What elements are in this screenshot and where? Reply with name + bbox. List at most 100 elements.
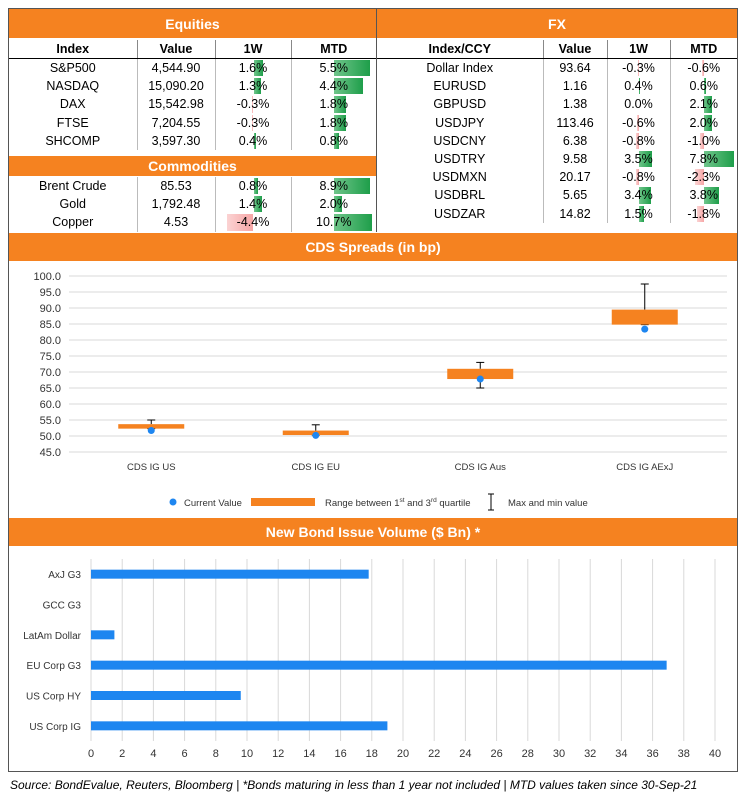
legend-minmax-label: Max and min value: [508, 498, 588, 509]
legend-range-part: rd: [431, 497, 437, 504]
row-mtd-text: 7.8%: [689, 152, 719, 167]
table-row: Brent Crude 85.53 0.8% 8.9%: [9, 177, 376, 196]
row-1w-text: -0.8%: [622, 133, 655, 148]
col-index: Index: [9, 40, 137, 59]
row-mtd: 1.8%: [290, 113, 376, 132]
row-1w: -0.3%: [214, 95, 291, 114]
row-name-text: USDCNY: [433, 133, 487, 148]
row-mtd-text: 0.8%: [319, 133, 349, 148]
row-value-text: 15,090.20: [148, 79, 204, 94]
row-value: 1.16: [542, 77, 607, 96]
row-name: USDTRY: [377, 150, 543, 168]
row-name-text: Copper: [52, 215, 94, 230]
row-mtd: 2.0%: [290, 195, 376, 214]
x-category-label: CDS IG Aus: [455, 462, 506, 473]
row-value-text: 7,204.55: [151, 115, 201, 130]
table-row: DAX 15,542.98 -0.3% 1.8%: [9, 95, 376, 114]
quartile-box: [118, 424, 185, 429]
y-tick-label: 65.0: [40, 383, 61, 395]
negative-databar: [251, 96, 254, 113]
row-mtd-text: 10.7%: [316, 215, 352, 230]
y-tick-label: 75.0: [40, 351, 61, 363]
row-mtd: -0.6%: [669, 58, 737, 78]
x-tick-label: 10: [241, 748, 253, 760]
row-1w-text: 0.0%: [624, 97, 653, 112]
fx-table: Index/CCY Value 1W MTD Dollar Index 93.64…: [377, 40, 737, 223]
row-name: USDMXN: [377, 168, 543, 186]
row-name: Copper: [9, 213, 137, 231]
row-1w: 0.8%: [214, 177, 291, 196]
row-name-text: GBPUSD: [433, 97, 487, 112]
row-1w-text: -4.4%: [236, 215, 270, 230]
row-name: USDZAR: [377, 205, 543, 223]
row-value-text: 6.38: [562, 133, 588, 148]
y-category-label: GCC G3: [43, 601, 82, 612]
table-row: USDMXN 20.17 -0.8% -2.3%: [377, 168, 737, 187]
row-value-text: 113.46: [556, 115, 594, 130]
row-mtd: 1.8%: [290, 95, 376, 114]
row-mtd: 5.5%: [290, 58, 376, 78]
row-value: 1,792.48: [136, 195, 215, 214]
row-name-text: SHCOMP: [45, 133, 101, 148]
commodities-header: Commodities: [9, 156, 376, 176]
row-name-text: USDTRY: [434, 152, 486, 167]
row-name: SHCOMP: [9, 132, 137, 150]
x-tick-label: 2: [119, 748, 125, 760]
negative-databar: [696, 205, 704, 222]
x-tick-label: 38: [678, 748, 690, 760]
equities-header-row: Index Value 1W MTD: [9, 40, 376, 59]
row-value: 7,204.55: [136, 113, 215, 132]
table-row: NASDAQ 15,090.20 1.3% 4.4%: [9, 77, 376, 96]
row-name-text: DAX: [59, 97, 86, 112]
cds-spreads-chart: 45.0 50.0 55.0 60.0 65.0 70.0 75.0 80.0 85.0 90.0…: [33, 271, 727, 511]
table-row: Copper 4.53 -4.4% 10.7%: [9, 213, 376, 232]
row-value: 6.38: [542, 131, 607, 150]
row-name: S&P500: [9, 59, 137, 78]
row-mtd: 7.8%: [669, 149, 737, 169]
x-tick-label: 28: [522, 748, 534, 760]
y-tick-label: 85.0: [40, 319, 61, 331]
dashboard-frame: [8, 8, 738, 772]
table-row: Gold 1,792.48 1.4% 2.0%: [9, 195, 376, 214]
y-category-label: US Corp HY: [26, 692, 81, 703]
row-mtd-text: -2.3%: [687, 170, 721, 185]
y-tick-label: 80.0: [40, 335, 61, 347]
current-value-dot: [641, 325, 649, 333]
positive-databar: [334, 132, 340, 149]
y-tick-label: 60.0: [40, 399, 61, 411]
row-1w-text: 0.4%: [624, 79, 653, 94]
row-value: 4,544.90: [136, 58, 215, 78]
x-tick-label: 20: [397, 748, 409, 760]
x-tick-label: 36: [646, 748, 658, 760]
row-mtd: -2.3%: [669, 168, 737, 187]
x-tick-label: 12: [272, 748, 284, 760]
y-tick-label: 45.0: [40, 447, 61, 459]
positive-databar: [704, 96, 713, 113]
x-tick-label: 26: [490, 748, 502, 760]
row-value-text: 85.53: [160, 179, 192, 194]
negative-databar: [694, 169, 704, 186]
row-name-text: EURUSD: [433, 79, 487, 94]
commodities-table: Brent Crude 85.53 0.8% 8.9% Gold 1,792.48 1.4%…: [9, 177, 376, 232]
negative-databar: [227, 214, 254, 231]
x-category-label: CDS IG EU: [291, 462, 340, 473]
row-1w-text: 1.5%: [624, 206, 653, 221]
y-category-label: US Corp IG: [29, 722, 81, 733]
equities-table: Index Value 1W MTD S&P500 4,544.90 1.6% 5.5…: [9, 40, 376, 150]
row-name-text: Gold: [59, 197, 86, 212]
row-value: 85.53: [136, 177, 215, 196]
row-value-text: 4,544.90: [151, 61, 201, 76]
negative-databar: [700, 132, 704, 149]
negative-databar: [701, 60, 704, 77]
bond-bar: [91, 721, 388, 731]
row-mtd: -1.8%: [669, 204, 737, 223]
y-tick-label: 100.0: [33, 271, 61, 283]
legend-range-label: Range between 1st and 3rd quartile: [325, 497, 471, 509]
row-1w: 0.4%: [214, 131, 291, 150]
col-value: Value: [136, 40, 215, 59]
positive-databar: [704, 187, 720, 204]
positive-databar: [253, 178, 259, 195]
row-1w-text: -0.3%: [236, 97, 270, 112]
row-value-text: 20.17: [559, 170, 591, 185]
row-1w-text: 3.4%: [624, 188, 653, 203]
